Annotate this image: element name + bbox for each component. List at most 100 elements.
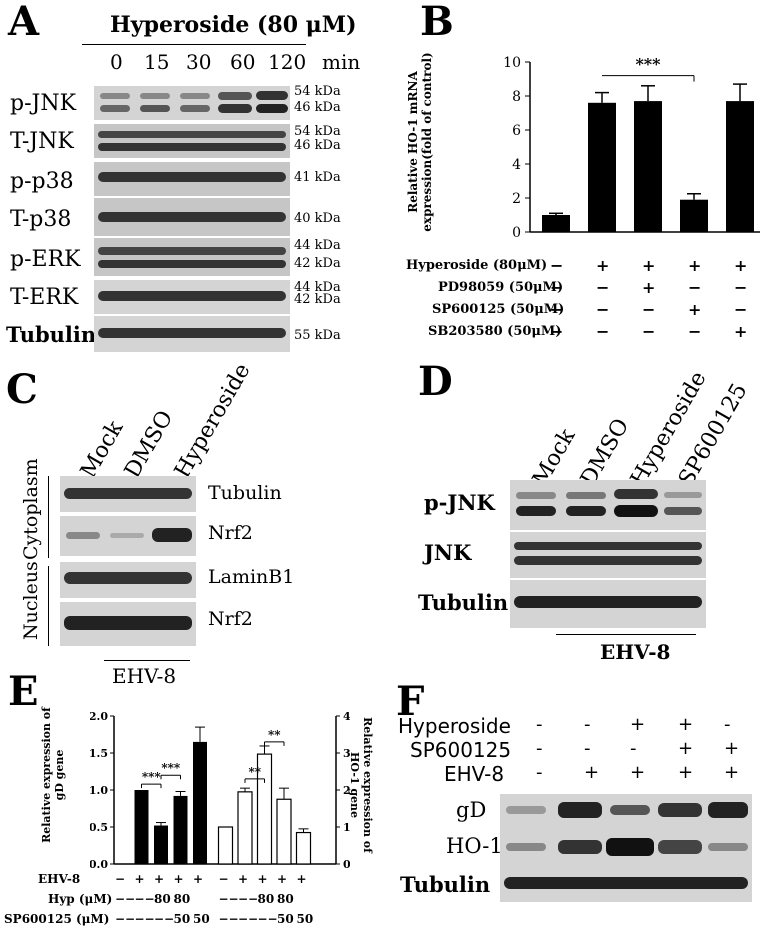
a-blot-pjnk (94, 86, 290, 120)
e-treat-mark: 50 (173, 912, 191, 926)
e-treat-mark: + (238, 872, 249, 886)
a-label-terk: T-ERK (10, 285, 79, 310)
f-treat-label: EHV-8 (444, 762, 505, 786)
e-treat-mark: −− (134, 892, 155, 906)
e-treat-mark: 80 (277, 892, 294, 906)
f-treat-mark: + (678, 714, 694, 735)
b-treat-mark: − (596, 322, 610, 341)
e-treat-mark: + (193, 872, 204, 886)
header-underline (82, 44, 306, 45)
f-treat-label: Hyperoside (398, 714, 511, 738)
panel-label-b: B (420, 0, 454, 45)
time-60: 60 (230, 50, 256, 74)
time-0: 0 (110, 50, 123, 74)
b-treat-mark: + (688, 300, 702, 319)
b-ytick-label: 2 (512, 191, 521, 207)
f-treat-mark: + (630, 762, 646, 783)
a-label-tjnk: T-JNK (10, 129, 74, 154)
b-ytick-label: 4 (512, 157, 521, 173)
e-treat-mark: + (173, 872, 184, 886)
a-label-tubulin: Tubulin (6, 322, 97, 347)
a-blot-pp38 (94, 162, 290, 196)
e-treat-mark: −− (154, 912, 175, 926)
e-treat-mark: −− (134, 912, 155, 926)
e-bar-gd (154, 825, 168, 864)
f-treat-mark: + (678, 738, 694, 759)
f-treat-label: SP600125 (410, 738, 512, 762)
e-treat-mark: 50 (296, 912, 314, 926)
b-treat-mark: + (642, 256, 656, 275)
e-treat-mark: −− (238, 892, 259, 906)
hyperoside-header: Hyperoside (80 μM) (110, 12, 357, 38)
e-treat-mark: + (134, 872, 145, 886)
e-ytick-left-label: 0.5 (90, 821, 108, 834)
f-blot-ho1 (500, 830, 752, 866)
e-bar-ho1 (295, 831, 312, 865)
e-treat-mark: − (218, 872, 229, 886)
e-treat-mark: 50 (277, 912, 294, 926)
b-treat-mark: + (642, 278, 656, 297)
b-ylabel-text: Relative HO-1 mRNA expression(fold of co… (406, 52, 434, 232)
e-ytick-left-label: 0.0 (90, 858, 108, 871)
b-treat-label: Hyperoside (80μM) (406, 258, 548, 273)
c-blot-nrf2-cyto (60, 516, 196, 556)
d-label-jnk: JNK (424, 540, 472, 565)
a-kda-pjnk-1: 54 kDa (294, 84, 341, 99)
b-treat-mark: − (688, 322, 702, 341)
b-treat-mark: − (596, 278, 610, 297)
a-label-pjnk: p-JNK (10, 91, 77, 116)
c-label-nrf2-nuc: Nrf2 (208, 608, 253, 630)
f-treat-mark: + (630, 714, 646, 735)
b-treat-mark: − (734, 300, 748, 319)
b-ytick-label: 0 (512, 225, 521, 241)
b-treat-mark: − (550, 256, 564, 275)
e-ytick-right-label: 1 (343, 821, 350, 834)
time-15: 15 (144, 50, 170, 74)
e-bar-ho1 (217, 826, 234, 865)
f-treat-mark: - (536, 762, 543, 783)
c-blot-nrf2-nuc (60, 602, 196, 646)
a-blot-perk (94, 238, 290, 276)
chart-b: 0 2 4 6 8 10 *** (503, 55, 760, 241)
b-treat-mark: + (688, 256, 702, 275)
e-bar-gd (193, 741, 207, 864)
d-blot-jnk (510, 532, 706, 578)
e-ytick-right-label: 0 (343, 858, 350, 871)
c-label-nrf2-cyto: Nrf2 (208, 522, 253, 544)
e-ylabel-right-text: Relative expression of HO-1 gene (348, 717, 374, 853)
a-kda-tjnk-1: 54 kDa (294, 124, 341, 139)
a-kda-perk-2: 42 kDa (294, 256, 341, 271)
e-treat-mark: 80 (173, 892, 191, 906)
e-bar-ho1 (237, 791, 253, 865)
e-treat-mark: 50 (193, 912, 210, 926)
b-treat-mark: + (734, 256, 748, 275)
c-ehv8-line (104, 660, 190, 661)
b-bar (542, 215, 570, 232)
b-significance: *** (635, 55, 661, 74)
e-treat-mark: + (277, 872, 288, 886)
a-label-pp38: p-p38 (10, 169, 74, 194)
b-treat-mark: − (642, 300, 656, 319)
e-treat-mark: −− (218, 912, 239, 926)
e-significance-left: *** (161, 761, 181, 775)
f-treat-mark: - (584, 714, 591, 735)
b-treat-label: PD98059 (50μM) (438, 280, 564, 295)
e-ytick-right-label: 3 (343, 747, 350, 760)
panel-label-d: D (418, 358, 453, 405)
f-treat-mark: - (536, 714, 543, 735)
e-treat-mark: −− (238, 912, 259, 926)
f-label-tubulin: Tubulin (400, 872, 491, 897)
f-treat-mark: - (536, 738, 543, 759)
b-ytick-label: 8 (512, 89, 521, 105)
f-blot-gd (500, 794, 752, 830)
a-blot-tubulin (94, 316, 290, 352)
e-significance-right: ** (248, 765, 261, 779)
e-ylabel-left-text: Relative expression of gD gene (40, 707, 66, 843)
c-blot-laminb1 (60, 562, 196, 598)
a-label-tp38: T-p38 (10, 207, 72, 232)
e-ylabel-right: Relative expression of HO-1 gene (348, 710, 374, 860)
f-treat-mark: + (724, 762, 740, 783)
e-treat-mark: −− (257, 912, 278, 926)
c-bracket-nucleus (48, 566, 49, 646)
c-lane-hyperoside: Hyperoside (170, 359, 256, 483)
